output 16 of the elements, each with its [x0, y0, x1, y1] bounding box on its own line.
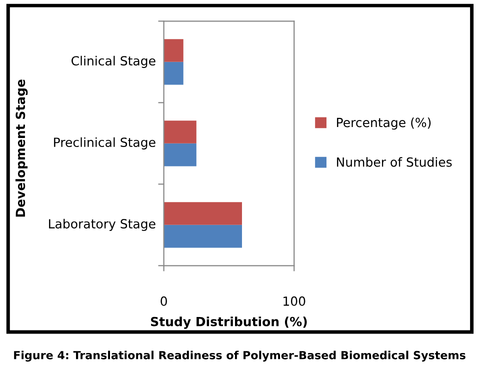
- x-tick-label: 0: [160, 296, 167, 306]
- caption: Figure 4: Translational Readiness of Polymer-Based Biomedical Systems: [14, 350, 466, 362]
- x-axis-title: Study Distribution (%): [150, 316, 307, 329]
- bar: [164, 224, 242, 248]
- y-tick-label: Preclinical Stage: [54, 137, 156, 150]
- bar: [164, 202, 242, 225]
- bar: [164, 39, 184, 62]
- y-axis-title: Development Stage: [15, 80, 28, 217]
- legend-label: Percentage (%): [337, 118, 431, 130]
- bar: [164, 143, 196, 166]
- y-tick-label: Clinical Stage: [72, 56, 156, 68]
- bar: [164, 62, 184, 85]
- x-tick-label: 100: [284, 296, 306, 306]
- y-tick-label: Laboratory Stage: [49, 218, 156, 231]
- legend-label: Number of Studies: [337, 157, 452, 167]
- bar: [164, 120, 196, 144]
